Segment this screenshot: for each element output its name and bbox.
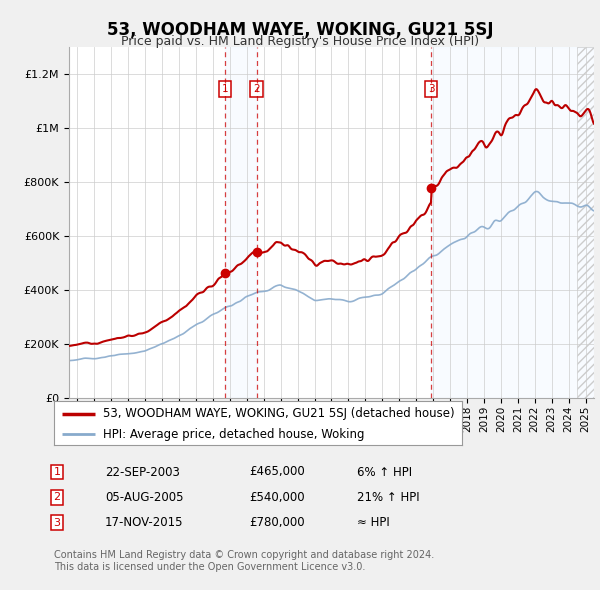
- Text: £780,000: £780,000: [249, 516, 305, 529]
- Text: 2: 2: [253, 84, 260, 94]
- Text: 1: 1: [53, 467, 61, 477]
- Text: This data is licensed under the Open Government Licence v3.0.: This data is licensed under the Open Gov…: [54, 562, 365, 572]
- Text: £540,000: £540,000: [249, 491, 305, 504]
- Text: 53, WOODHAM WAYE, WOKING, GU21 5SJ (detached house): 53, WOODHAM WAYE, WOKING, GU21 5SJ (deta…: [103, 407, 455, 420]
- Text: ≈ HPI: ≈ HPI: [357, 516, 390, 529]
- Text: 2: 2: [53, 493, 61, 502]
- Text: 17-NOV-2015: 17-NOV-2015: [105, 516, 184, 529]
- Text: 53, WOODHAM WAYE, WOKING, GU21 5SJ: 53, WOODHAM WAYE, WOKING, GU21 5SJ: [107, 21, 493, 39]
- Text: 1: 1: [222, 84, 229, 94]
- Text: 6% ↑ HPI: 6% ↑ HPI: [357, 466, 412, 478]
- Bar: [431, 47, 594, 398]
- Bar: [225, 47, 257, 398]
- Text: £465,000: £465,000: [249, 466, 305, 478]
- Text: HPI: Average price, detached house, Woking: HPI: Average price, detached house, Woki…: [103, 428, 364, 441]
- Text: 22-SEP-2003: 22-SEP-2003: [105, 466, 180, 478]
- Text: 3: 3: [428, 84, 434, 94]
- Text: Price paid vs. HM Land Registry's House Price Index (HPI): Price paid vs. HM Land Registry's House …: [121, 35, 479, 48]
- Text: 05-AUG-2005: 05-AUG-2005: [105, 491, 184, 504]
- Text: Contains HM Land Registry data © Crown copyright and database right 2024.: Contains HM Land Registry data © Crown c…: [54, 550, 434, 560]
- Text: 21% ↑ HPI: 21% ↑ HPI: [357, 491, 419, 504]
- Text: 3: 3: [53, 518, 61, 527]
